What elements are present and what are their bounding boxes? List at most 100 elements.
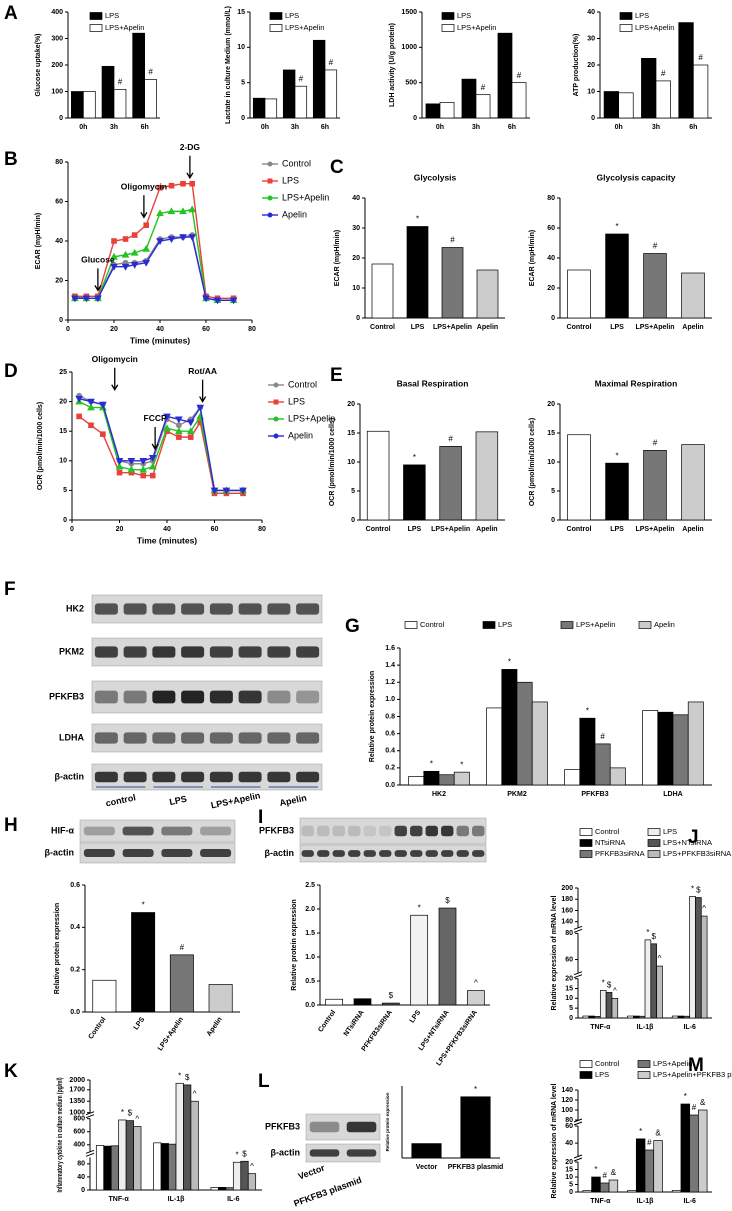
x-tick-label: Apelin (477, 324, 498, 331)
blot-band (94, 603, 118, 615)
blot-band (209, 690, 233, 704)
bar (605, 233, 629, 319)
annotation: ^ (658, 954, 662, 963)
y-tick-label: 0.4 (70, 924, 80, 931)
blot-band (456, 850, 469, 857)
x-tick-label: IL-1β (637, 1024, 654, 1031)
x-tick-label: LPS+Apelin (433, 324, 472, 331)
y-tick-label: 800 (73, 1116, 85, 1123)
x-tick-label: TNF-α (109, 1196, 130, 1203)
y-tick-label: 140 (561, 919, 573, 926)
bar (511, 82, 527, 119)
blot-label: PFKFB3 (49, 691, 84, 701)
bar (683, 1015, 691, 1019)
legend-swatch (619, 24, 633, 32)
bar (567, 434, 591, 521)
blot-band (209, 646, 233, 658)
legend-swatch (579, 1060, 593, 1068)
x-tick-label: 0h (79, 124, 87, 131)
bar (611, 997, 619, 1019)
blot-label: β-actin (271, 1147, 301, 1157)
x-tick-label: LDHA (663, 791, 682, 798)
blot-band (123, 690, 147, 704)
annotation: * (602, 979, 605, 988)
y-axis-label: Glucose uptake(%) (35, 33, 42, 96)
y-tick-label: 140 (561, 1087, 573, 1094)
panel-label: C (330, 157, 344, 178)
blot-band (209, 771, 233, 783)
y-tick-label: 1700 (69, 1087, 85, 1094)
axis-break (85, 1149, 95, 1157)
legend-marker (267, 195, 273, 201)
marker (213, 297, 222, 305)
annotation: # (148, 68, 153, 77)
y-tick-label: 1000 (401, 44, 417, 51)
y-tick-label: 600 (73, 1129, 85, 1136)
bar (476, 269, 499, 319)
x-tick-label: TNF-α (590, 1024, 611, 1031)
annotation: & (611, 1168, 617, 1177)
blot-band (123, 771, 147, 783)
legend-label: LPS (635, 11, 649, 20)
bar (486, 707, 503, 786)
blot-band (267, 771, 291, 783)
marker (175, 427, 183, 434)
bar (605, 462, 629, 521)
legend-label: LPS (595, 1070, 609, 1079)
x-tick-label: 0 (70, 526, 74, 533)
blot-band (309, 1149, 340, 1157)
marker (94, 295, 102, 303)
x-tick-label: LPS+Apelin (635, 324, 674, 331)
annotation: ^ (474, 979, 478, 988)
legend-swatch (269, 24, 283, 32)
annotation: & (700, 1098, 706, 1107)
marker (148, 455, 157, 462)
bar (92, 979, 117, 1013)
legend-swatch (482, 621, 496, 629)
bar (423, 770, 440, 786)
annotation: $ (651, 932, 656, 941)
annotation-arrow (140, 195, 148, 219)
bar (657, 711, 674, 786)
bar (381, 1002, 400, 1006)
annotation: * (586, 706, 589, 715)
chart: 0.0 0.2 0.4 0.6 0.8 1.0 1.2 1.4 1.6 Relative prot… (369, 620, 712, 798)
bar (497, 32, 513, 119)
blot-band (267, 690, 291, 704)
annotation: $ (128, 1109, 133, 1118)
x-tick-label: Vector (416, 1164, 438, 1171)
bar (635, 1138, 646, 1193)
annotation: * (121, 1108, 124, 1117)
bar (643, 450, 667, 521)
marker (88, 422, 94, 429)
blot-band (410, 825, 423, 837)
y-tick-label: 5 (351, 488, 355, 495)
bar (599, 1182, 610, 1193)
annotation: * (178, 1071, 181, 1080)
x-tick-label: 0 (66, 326, 70, 333)
y-tick-label: 0 (351, 517, 355, 524)
marker (167, 236, 176, 244)
x-tick-label: LPS+Apelin (635, 526, 674, 533)
blot-label: PFKFB3 (265, 1121, 300, 1131)
legend-swatch (89, 12, 103, 20)
bar (501, 669, 518, 786)
bar (168, 1143, 177, 1191)
annotation: $ (242, 1149, 247, 1158)
blot-band (152, 732, 176, 744)
y-tick-label: 100 (561, 1107, 573, 1114)
annotation: # (692, 1103, 697, 1112)
bar (516, 681, 533, 786)
legend-swatch (637, 1060, 651, 1068)
legend-marker (273, 382, 279, 388)
marker (180, 180, 186, 187)
marker (167, 207, 176, 215)
x-tick-label: IL-6 (683, 1198, 696, 1205)
y-tick-label: 15 (565, 1166, 573, 1173)
y-tick-label: 100 (51, 88, 63, 95)
marker (176, 434, 182, 440)
bar (579, 717, 596, 786)
y-tick-label: 5 (569, 1005, 573, 1012)
legend-swatch (637, 1071, 651, 1079)
